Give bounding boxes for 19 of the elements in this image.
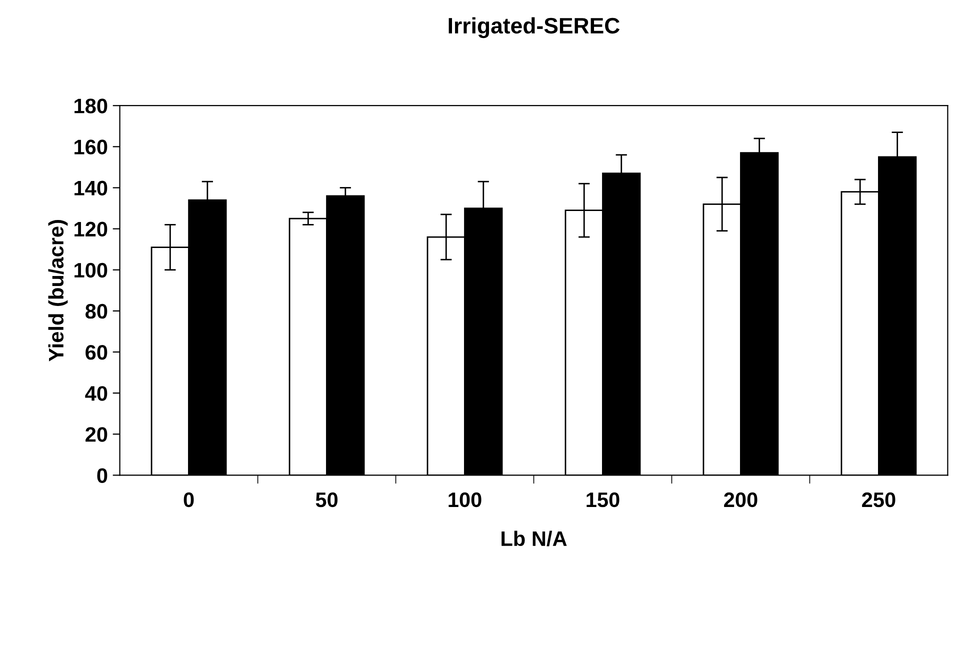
x-tick-label: 200	[724, 492, 758, 508]
y-tick-label: 60	[86, 345, 108, 360]
x-tick-label: 0	[184, 492, 194, 508]
y-tick-label: 40	[85, 386, 108, 401]
y-tick-label: 180	[74, 98, 108, 114]
y-tick-label: 0	[97, 468, 108, 483]
y-tick-label: 80	[85, 304, 108, 319]
x-tick-label: 100	[448, 492, 482, 508]
x-tick-label: 250	[862, 492, 896, 508]
y-axis-title: Yield (bu/acre)	[48, 220, 68, 362]
x-tick-label: 150	[586, 492, 620, 508]
y-tick-label: 140	[74, 180, 108, 196]
x-tick-label: 50	[316, 492, 338, 508]
y-tick-label: 100	[74, 262, 108, 278]
x-axis-title: Lb N/A	[502, 530, 567, 546]
chart-title: Irrigated-SEREC	[448, 17, 620, 38]
y-tick-label: 120	[74, 222, 108, 237]
y-tick-label: 160	[74, 140, 108, 154]
y-tick-label: 20	[86, 427, 108, 442]
